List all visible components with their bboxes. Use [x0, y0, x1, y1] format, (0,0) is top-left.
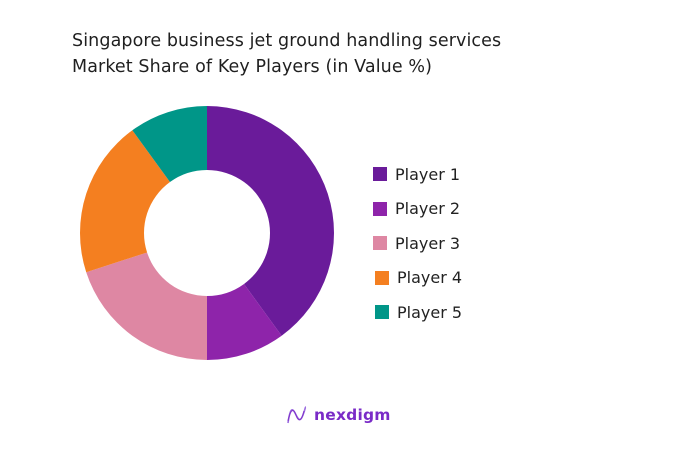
legend-label: Player 4 — [397, 268, 463, 288]
legend-item-player-2: Player 2 — [373, 192, 462, 227]
donut-slice-5 — [132, 106, 207, 183]
legend-swatch — [373, 167, 387, 182]
donut-slice-2 — [207, 283, 282, 360]
chart-title: Singapore business jet ground handling s… — [72, 28, 501, 80]
donut-slices — [79, 106, 334, 360]
donut-slice-3 — [86, 252, 207, 360]
chart-title-line-2: Market Share of Key Players (in Value %) — [72, 57, 433, 77]
legend-swatch — [375, 270, 389, 285]
legend-swatch — [375, 305, 389, 320]
logo-text: nexdigm — [314, 406, 391, 424]
legend-item-player-1: Player 1 — [373, 157, 462, 192]
legend-label: Player 5 — [397, 302, 463, 322]
chart-legend: Player 1 Player 2 Player 3 Player 4 Player 5 — [373, 157, 462, 330]
legend-label: Player 3 — [395, 233, 461, 253]
nexdigm-logo: nexdigm — [286, 405, 391, 425]
donut-slice-4 — [79, 130, 170, 273]
legend-item-player-5: Player 5 — [373, 295, 462, 330]
legend-item-player-3: Player 3 — [373, 226, 462, 261]
legend-swatch — [373, 201, 387, 216]
legend-label: Player 2 — [395, 199, 461, 219]
legend-label: Player 1 — [395, 164, 461, 184]
nexdigm-logo-icon — [287, 406, 307, 424]
legend-swatch — [373, 236, 387, 251]
legend-item-player-4: Player 4 — [373, 261, 462, 296]
chart-title-line-1: Singapore business jet ground handling s… — [72, 31, 502, 51]
donut-slice-1 — [207, 106, 334, 336]
